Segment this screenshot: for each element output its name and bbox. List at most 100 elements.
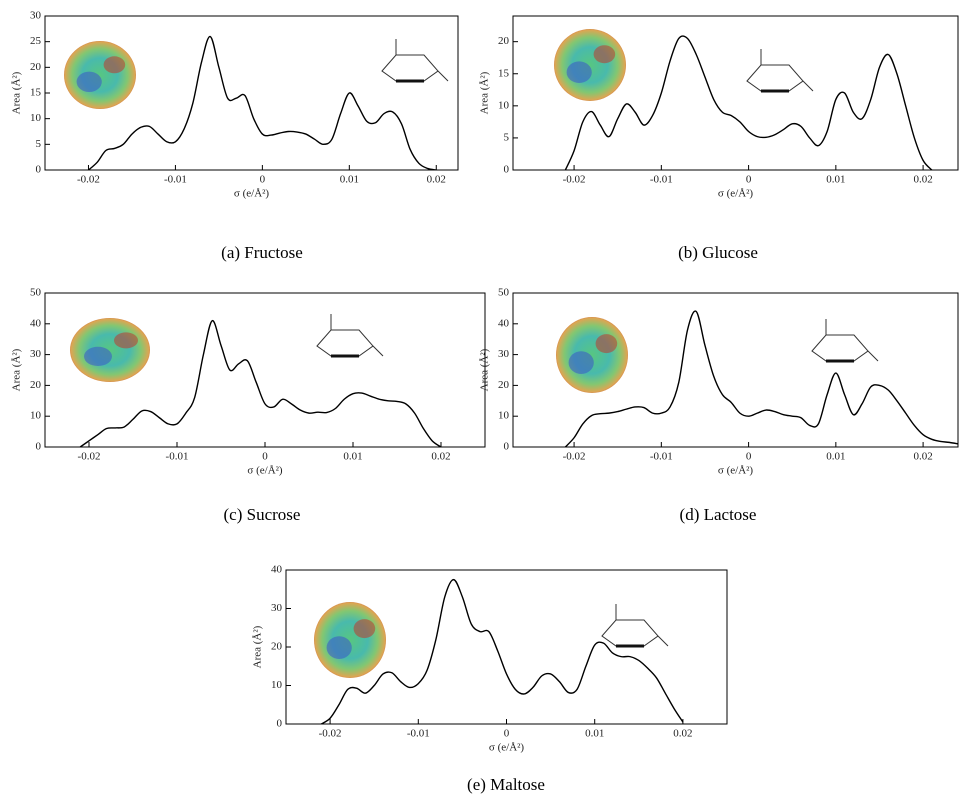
y-tick-label: 50 [498,287,510,299]
x-tick-label: 0.01 [340,174,359,186]
chart-panel: 0 10 20 30 40 -0.02 -0.01 0 0.01 0.02 σ (e/Å²) Area… [252,564,728,794]
x-tick-label: 0 [504,728,510,740]
y-tick-label: 15 [30,87,42,99]
y-tick-label: 20 [30,61,42,73]
x-axis-label: σ (e/Å²) [718,465,754,477]
caption: (e) Maltose [467,775,545,794]
sigma-profile-line [79,320,442,447]
chart-panel: 0 5 10 15 20 -0.02 -0.01 0 0.01 0.02 σ (e/Å²) Area … [479,15,959,262]
y-tick-label: 30 [30,348,42,360]
y-tick-label: 50 [30,287,42,299]
y-tick-label: 20 [271,641,283,653]
x-tick-label: -0.02 [78,451,101,463]
x-tick-label: 0.02 [913,174,932,186]
y-tick-label: 0 [36,441,42,453]
y-axis-label: Area (Å²) [479,348,491,391]
sugar-structure [381,39,449,82]
x-tick-label: 0.02 [913,451,932,463]
x-tick-label: 0 [262,451,268,463]
y-tick-label: 30 [30,10,42,22]
y-tick-label: 10 [498,410,510,422]
y-axis-label: Area (Å²) [252,625,264,668]
x-tick-label: 0.02 [431,451,450,463]
molecule-surface-patch [566,61,592,83]
chart-panel: 0 10 20 30 40 50 -0.02 -0.01 0 0.01 0.02 σ (e/Å²) Ar… [479,287,959,524]
x-tick-label: 0 [260,174,266,186]
x-axis-label: σ (e/Å²) [234,188,270,200]
sugar-structure [746,49,814,92]
y-axis-label: Area (Å²) [11,348,23,391]
molecule-surface [314,602,386,678]
y-tick-label: 20 [498,35,510,47]
molecule-surface-patch [84,346,112,366]
x-tick-label: -0.01 [650,174,673,186]
x-tick-label: 0.01 [343,451,362,463]
chart-panel: 0 5 10 15 20 25 30 -0.02 -0.01 0 0.01 0.02 σ (e/Å²) A… [11,10,459,262]
caption: (b) Glucose [678,243,758,262]
caption: (a) Fructose [221,243,303,262]
x-tick-label: -0.02 [563,174,586,186]
sugar-structure [601,604,669,647]
x-axis-label: σ (e/Å²) [718,188,754,200]
plot-frame [512,15,959,171]
x-tick-label: -0.01 [650,451,673,463]
plot-frame [512,292,959,448]
y-tick-label: 40 [498,317,510,329]
y-axis-label: Area (Å²) [479,71,491,114]
chart-panel: 0 10 20 30 40 50 -0.02 -0.01 0 0.01 0.02 σ (e/Å²) Ar… [11,287,486,524]
x-tick-label: 0.02 [427,174,446,186]
x-tick-label: -0.02 [77,174,100,186]
y-tick-label: 30 [498,348,510,360]
molecule-surface [70,318,150,382]
molecule-surface-patch [593,45,616,64]
molecule-surface [554,29,626,101]
molecule-surface-patch [326,636,352,659]
x-axis-label: σ (e/Å²) [489,742,525,754]
molecule-surface-patch [76,71,102,93]
molecule-surface-patch [568,351,594,374]
molecule-surface-patch [103,56,126,74]
y-tick-label: 0 [277,718,283,730]
sigma-profile-line [564,310,958,447]
y-tick-label: 20 [498,379,510,391]
molecule-surface [556,317,628,393]
x-tick-label: -0.01 [407,728,430,740]
x-tick-label: -0.02 [319,728,342,740]
y-tick-label: 10 [30,112,42,124]
y-axis-label: Area (Å²) [11,71,23,114]
sugar-structure [811,319,879,362]
y-tick-label: 0 [504,164,510,176]
y-tick-label: 25 [30,35,42,47]
sigma-profile-line [88,35,437,170]
x-tick-label: 0 [746,174,752,186]
x-tick-label: 0.01 [585,728,604,740]
caption: (d) Lactose [680,505,757,524]
y-tick-label: 10 [30,410,42,422]
y-tick-label: 10 [271,679,283,691]
x-tick-label: -0.02 [563,451,586,463]
sigma-profile-line [320,578,684,724]
molecule-surface-patch [114,332,138,349]
y-tick-label: 40 [271,564,283,576]
molecule-surface-patch [353,619,376,639]
y-tick-label: 0 [36,164,42,176]
x-tick-label: 0.01 [826,174,845,186]
sigma-profile-line [564,35,933,170]
y-tick-label: 20 [30,379,42,391]
x-tick-label: 0 [746,451,752,463]
y-tick-label: 40 [30,317,42,329]
x-tick-label: 0.02 [673,728,692,740]
x-tick-label: -0.01 [166,451,189,463]
y-tick-label: 15 [498,67,510,79]
caption: (c) Sucrose [224,505,301,524]
x-axis-label: σ (e/Å²) [247,465,283,477]
y-tick-label: 5 [504,131,510,143]
x-tick-label: 0.01 [826,451,845,463]
molecule-surface [64,41,136,109]
y-tick-label: 30 [271,602,283,614]
x-tick-label: -0.01 [164,174,187,186]
y-tick-label: 5 [36,138,42,150]
sugar-structure [316,314,384,357]
y-tick-label: 0 [504,441,510,453]
